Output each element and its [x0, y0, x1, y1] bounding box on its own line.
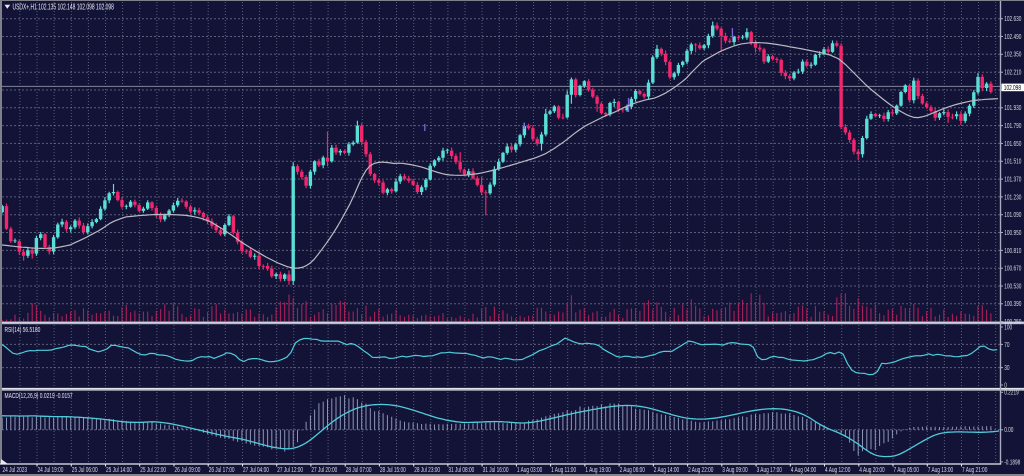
svg-text:25 Jul 22:00: 25 Jul 22:00 — [140, 467, 166, 474]
svg-text:0.00: 0.00 — [1004, 428, 1014, 435]
svg-text:2 Aug 06:00: 2 Aug 06:00 — [620, 467, 646, 474]
svg-text:101.650: 101.650 — [1004, 141, 1022, 148]
svg-text:100.250: 100.250 — [1004, 319, 1022, 326]
svg-text:3 Aug 17:00: 3 Aug 17:00 — [757, 467, 783, 474]
svg-text:100.530: 100.530 — [1004, 284, 1022, 291]
svg-text:26 Jul 17:00: 26 Jul 17:00 — [209, 467, 235, 474]
svg-text:102.630: 102.630 — [1004, 16, 1022, 23]
svg-text:4 Aug 12:00: 4 Aug 12:00 — [825, 467, 851, 474]
svg-text:26 Jul 09:00: 26 Jul 09:00 — [175, 467, 201, 474]
svg-text:102.350: 102.350 — [1004, 52, 1022, 59]
svg-text:100.670: 100.670 — [1004, 266, 1022, 273]
svg-text:101.230: 101.230 — [1004, 195, 1022, 202]
svg-text:28 Jul 23:00: 28 Jul 23:00 — [414, 467, 440, 474]
svg-text:27 Jul 20:00: 27 Jul 20:00 — [311, 467, 337, 474]
svg-text:4 Aug 04:00: 4 Aug 04:00 — [791, 467, 817, 474]
svg-text:25 Jul 06:00: 25 Jul 06:00 — [72, 467, 98, 474]
svg-text:100: 100 — [1004, 325, 1012, 332]
svg-text:0.2219: 0.2219 — [1004, 390, 1019, 397]
svg-text:MACD(12,26,9) 0.0219 -0.0157: MACD(12,26,9) 0.0219 -0.0157 — [5, 392, 74, 400]
svg-text:30: 30 — [1004, 365, 1010, 372]
svg-text:7 Aug 05:00: 7 Aug 05:00 — [894, 467, 920, 474]
svg-text:28 Jul 15:00: 28 Jul 15:00 — [380, 467, 406, 474]
svg-text:101.930: 101.930 — [1004, 106, 1022, 113]
svg-text:100.950: 100.950 — [1004, 230, 1022, 237]
svg-text:1 Aug 03:00: 1 Aug 03:00 — [517, 467, 543, 474]
svg-text:7 Aug 21:00: 7 Aug 21:00 — [962, 467, 988, 474]
svg-text:100.390: 100.390 — [1004, 302, 1022, 309]
svg-text:101.790: 101.790 — [1004, 123, 1022, 130]
svg-text:0: 0 — [1004, 383, 1007, 390]
svg-text:28 Jul 07:00: 28 Jul 07:00 — [346, 467, 372, 474]
svg-text:102.490: 102.490 — [1004, 34, 1022, 41]
svg-text:70: 70 — [1004, 342, 1010, 349]
svg-text:31 Jul 16:00: 31 Jul 16:00 — [483, 467, 509, 474]
svg-text:-0.1898: -0.1898 — [1004, 460, 1021, 467]
svg-text:101.090: 101.090 — [1004, 212, 1022, 219]
svg-text:4 Aug 20:00: 4 Aug 20:00 — [859, 467, 885, 474]
svg-text:31 Jul 08:00: 31 Jul 08:00 — [448, 467, 474, 474]
svg-text:7 Aug 13:00: 7 Aug 13:00 — [928, 467, 954, 474]
svg-text:24 Jul 2023: 24 Jul 2023 — [3, 467, 28, 474]
svg-text:2 Aug 14:00: 2 Aug 14:00 — [654, 467, 680, 474]
svg-text:2 Aug 22:00: 2 Aug 22:00 — [688, 467, 714, 474]
svg-text:100.810: 100.810 — [1004, 248, 1022, 255]
svg-text:102.210: 102.210 — [1004, 70, 1022, 77]
svg-text:1 Aug 11:00: 1 Aug 11:00 — [551, 467, 577, 474]
svg-text:25 Jul 14:00: 25 Jul 14:00 — [106, 467, 132, 474]
svg-text:3 Aug 09:00: 3 Aug 09:00 — [722, 467, 748, 474]
svg-text:27 Jul 04:00: 27 Jul 04:00 — [243, 467, 269, 474]
svg-text:101.510: 101.510 — [1004, 159, 1022, 166]
svg-text:RSI(14) 56.5180: RSI(14) 56.5180 — [5, 326, 41, 334]
svg-text:27 Jul 12:00: 27 Jul 12:00 — [277, 467, 303, 474]
svg-text:1 Aug 19:00: 1 Aug 19:00 — [585, 467, 611, 474]
svg-text:24 Jul 19:00: 24 Jul 19:00 — [38, 467, 64, 474]
svg-text:102.098: 102.098 — [1004, 85, 1022, 92]
svg-text:USDX+,H1 102.135 102.148 102.0: USDX+,H1 102.135 102.148 102.098 102.098 — [13, 4, 115, 12]
svg-text:101.370: 101.370 — [1004, 177, 1022, 184]
